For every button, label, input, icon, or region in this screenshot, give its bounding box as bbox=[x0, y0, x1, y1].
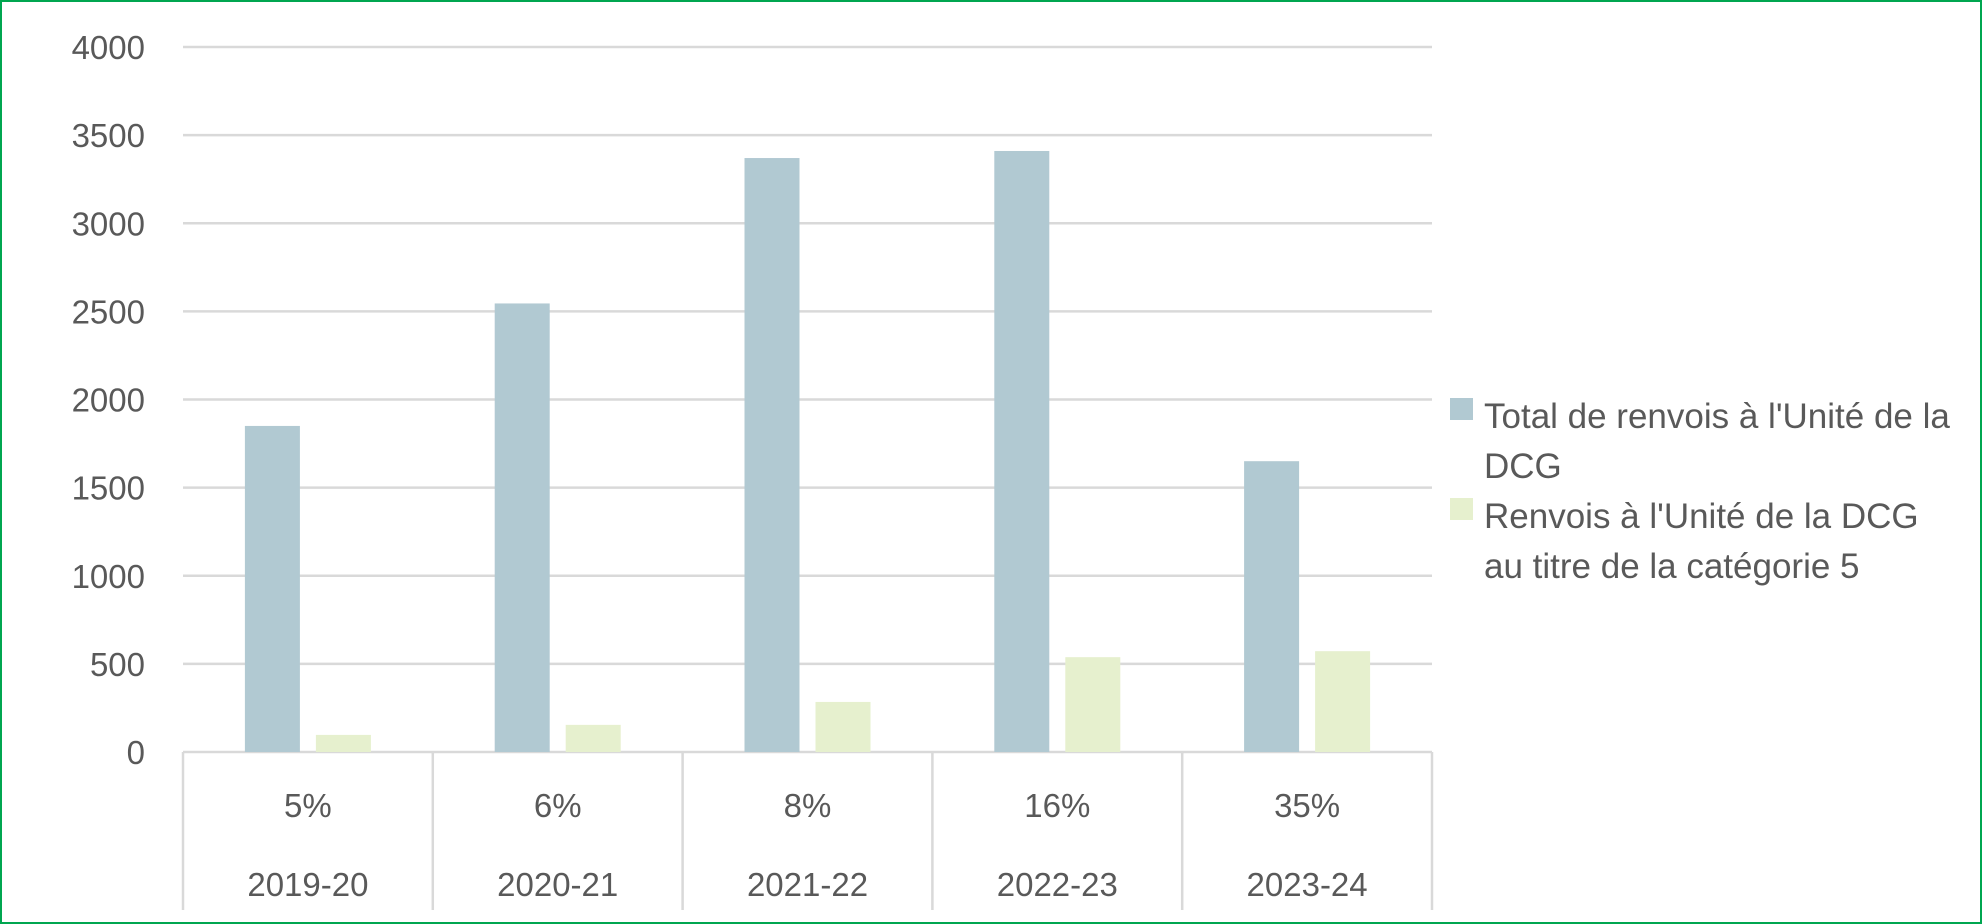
y-tick-label: 2000 bbox=[72, 382, 145, 419]
y-tick-label: 1500 bbox=[72, 470, 145, 507]
legend-swatch-category5 bbox=[1450, 498, 1473, 520]
x-pct-label: 5% bbox=[284, 787, 332, 824]
legend-item-total: Total de renvois à l'Unité de la DCG bbox=[1450, 392, 1950, 492]
y-tick-label: 3500 bbox=[72, 117, 145, 154]
y-tick-label: 0 bbox=[127, 734, 145, 771]
x-pct-label: 35% bbox=[1274, 787, 1340, 824]
x-pct-label: 6% bbox=[534, 787, 582, 824]
bar-total bbox=[744, 158, 800, 753]
bar-category5 bbox=[315, 734, 371, 752]
bar-category5 bbox=[1065, 657, 1121, 752]
x-year-label: 2021-22 bbox=[747, 866, 868, 903]
bar-total bbox=[244, 425, 300, 752]
bar-category5 bbox=[1315, 651, 1371, 752]
bar-category5 bbox=[565, 724, 621, 752]
y-tick-label: 3000 bbox=[72, 205, 145, 242]
legend-item-category5: Renvois à l'Unité de la DCG au titre de … bbox=[1450, 492, 1950, 592]
y-tick-label: 2500 bbox=[72, 293, 145, 330]
x-year-label: 2020-21 bbox=[497, 866, 618, 903]
legend-swatch-total bbox=[1450, 398, 1473, 420]
legend-label-category5: Renvois à l'Unité de la DCG au titre de … bbox=[1484, 497, 1919, 586]
x-year-label: 2022-23 bbox=[997, 866, 1118, 903]
bar-total bbox=[494, 303, 550, 752]
x-year-label: 2019-20 bbox=[247, 866, 368, 903]
y-tick-label: 4000 bbox=[72, 29, 145, 66]
legend: Total de renvois à l'Unité de la DCG Ren… bbox=[1450, 392, 1950, 592]
legend-label-total: Total de renvois à l'Unité de la DCG bbox=[1484, 397, 1950, 486]
bar-category5 bbox=[815, 701, 871, 752]
y-tick-label: 1000 bbox=[72, 558, 145, 595]
bar-total bbox=[1244, 461, 1300, 752]
y-tick-label: 500 bbox=[90, 646, 145, 683]
x-year-label: 2023-24 bbox=[1247, 866, 1368, 903]
bar-total bbox=[994, 150, 1050, 753]
x-pct-label: 16% bbox=[1024, 787, 1090, 824]
x-pct-label: 8% bbox=[784, 787, 832, 824]
